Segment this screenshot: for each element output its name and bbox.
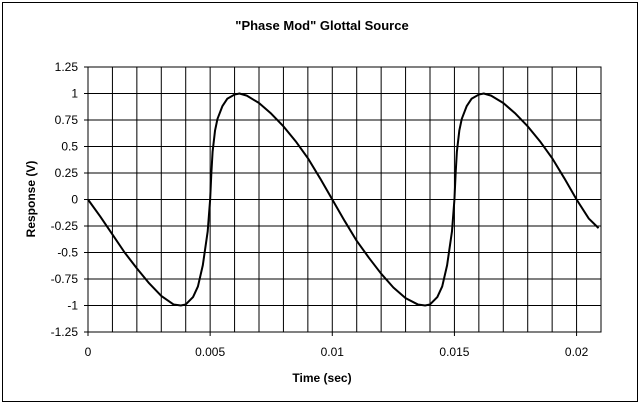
y-tick-label: -0.75 — [51, 272, 79, 286]
x-tick-label: 0 — [85, 345, 92, 359]
y-axis-label: Response (V) — [24, 161, 38, 238]
x-axis-ticks: 0 0.005 0.01 0.015 0.02 — [85, 332, 589, 359]
y-tick-label: -1 — [67, 299, 78, 313]
y-axis-ticks: 1.25 1 0.75 0.5 0.25 0 -0.25 -0.5 -0.75 -1 -1.25 — [51, 60, 88, 339]
y-tick-label: -0.25 — [51, 219, 79, 233]
y-tick-label: 0.5 — [61, 140, 78, 154]
x-tick-label: 0.005 — [195, 345, 225, 359]
x-tick-label: 0.01 — [321, 345, 345, 359]
y-tick-label: 1 — [71, 87, 78, 101]
x-axis-label: Time (sec) — [292, 371, 351, 385]
chart-title: "Phase Mod" Glottal Source — [235, 18, 408, 33]
x-tick-label: 0.02 — [565, 345, 589, 359]
y-tick-label: 0.75 — [55, 113, 79, 127]
chart-frame — [2, 2, 638, 402]
series-line — [87, 92, 600, 307]
y-tick-label: 0 — [71, 193, 78, 207]
x-tick-label: 0.015 — [439, 345, 469, 359]
grid — [87, 66, 602, 333]
y-tick-label: 1.25 — [55, 60, 79, 74]
y-tick-label: -1.25 — [51, 325, 79, 339]
y-tick-label: 0.25 — [55, 166, 79, 180]
y-tick-label: -0.5 — [57, 246, 78, 260]
